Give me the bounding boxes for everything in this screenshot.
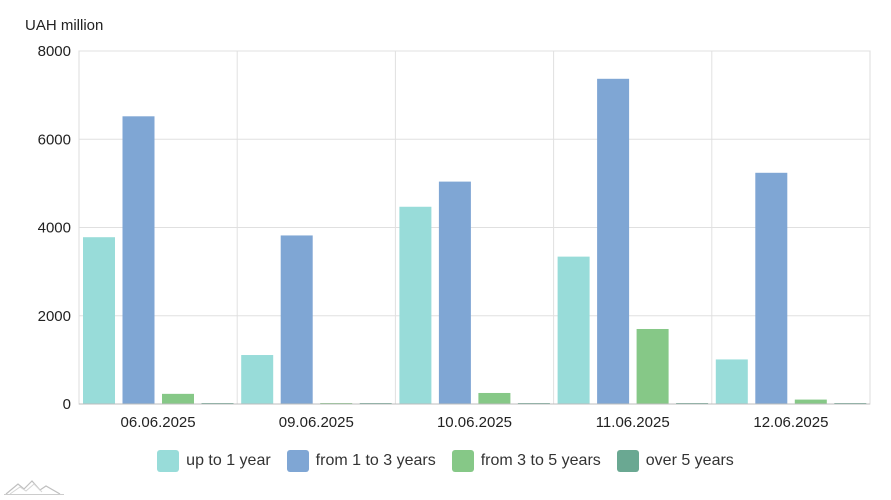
x-tick-label: 09.06.2025 [279,414,354,431]
bar [557,256,590,404]
bar [715,359,748,404]
bar [83,237,115,404]
legend-label: from 3 to 5 years [480,452,601,469]
bar [399,206,432,404]
legend: up to 1 year from 1 to 3 years from 3 to 5… [0,450,891,472]
y-axis-unit-label: UAH million [25,17,104,34]
legend-swatch [157,450,180,472]
bar [794,399,827,404]
bar [636,328,669,404]
bar [122,116,155,405]
axes: 0 2000 4000 6000 8000 06.06.2025 09.06.2025 10.… [38,43,870,431]
y-tick-label: 2000 [38,308,71,325]
y-tick-label: 0 [63,396,71,413]
x-tick-label: 11.06.2025 [596,414,670,431]
legend-item[interactable]: from 1 to 3 years [286,450,436,472]
bar [438,181,471,404]
bar [162,393,194,404]
legend-label: up to 1 year [186,452,271,469]
legend-swatch [616,450,639,472]
x-tick-label: 12.06.2025 [753,414,828,431]
mountain-logo-icon [4,480,64,495]
legend-swatch [286,450,309,472]
legend-item[interactable]: over 5 years [616,450,734,472]
bars [83,78,867,405]
bar [755,172,788,404]
legend-item[interactable]: up to 1 year [157,450,271,472]
bar [241,355,274,404]
x-tick-label: 06.06.2025 [121,414,196,431]
bar [280,235,313,404]
y-tick-label: 6000 [38,131,71,148]
legend-item[interactable]: from 3 to 5 years [451,450,601,472]
x-tick-label: 10.06.2025 [437,414,512,431]
y-tick-label: 8000 [38,43,71,60]
legend-label: over 5 years [645,452,734,469]
bar [478,392,511,404]
legend-swatch [451,450,474,472]
gridlines [78,50,871,405]
legend-label: from 1 to 3 years [315,452,436,469]
bar [597,78,630,404]
y-tick-label: 4000 [38,220,71,237]
